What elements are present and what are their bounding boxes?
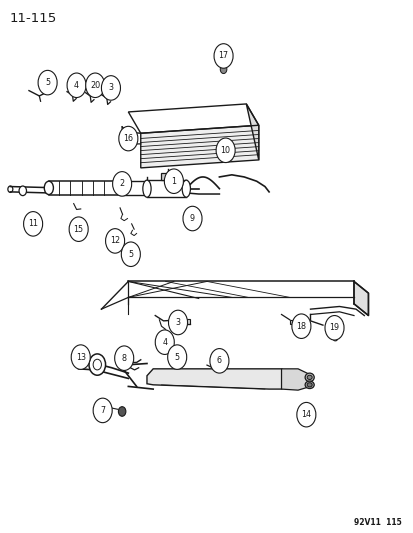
Polygon shape [160, 173, 174, 180]
Text: 12: 12 [110, 237, 120, 245]
Polygon shape [281, 369, 312, 390]
Text: 4: 4 [74, 81, 79, 90]
Ellipse shape [142, 180, 151, 197]
Ellipse shape [182, 180, 190, 197]
Text: 15: 15 [74, 225, 83, 233]
Ellipse shape [44, 181, 53, 195]
Circle shape [38, 70, 57, 95]
Text: 18: 18 [296, 322, 306, 330]
Text: 4: 4 [162, 338, 167, 346]
Text: 16: 16 [123, 134, 133, 143]
Ellipse shape [304, 381, 313, 389]
Circle shape [118, 407, 126, 416]
Circle shape [155, 330, 174, 354]
Polygon shape [147, 369, 289, 389]
Text: 11: 11 [28, 220, 38, 228]
Circle shape [121, 242, 140, 266]
Ellipse shape [306, 375, 311, 379]
Text: 14: 14 [301, 410, 311, 419]
Text: 2: 2 [119, 180, 124, 188]
Circle shape [101, 76, 120, 100]
Circle shape [214, 44, 233, 68]
Circle shape [220, 65, 226, 74]
Ellipse shape [163, 342, 168, 346]
Ellipse shape [115, 181, 124, 195]
Circle shape [324, 316, 343, 340]
Ellipse shape [174, 355, 178, 359]
Circle shape [105, 229, 124, 253]
Circle shape [168, 310, 187, 335]
Circle shape [19, 186, 26, 196]
Text: 5: 5 [128, 250, 133, 259]
Text: 8: 8 [121, 354, 126, 362]
Ellipse shape [332, 337, 337, 341]
Ellipse shape [304, 373, 313, 382]
Circle shape [89, 354, 105, 375]
Circle shape [112, 172, 131, 196]
Circle shape [183, 206, 202, 231]
Circle shape [167, 345, 186, 369]
Circle shape [126, 139, 130, 144]
Circle shape [67, 73, 86, 98]
Text: 17: 17 [218, 52, 228, 60]
Circle shape [216, 138, 235, 163]
Circle shape [123, 135, 133, 148]
Text: 9: 9 [190, 214, 195, 223]
Circle shape [119, 126, 138, 151]
Text: 5: 5 [45, 78, 50, 87]
Circle shape [209, 349, 228, 373]
Text: 5: 5 [174, 353, 179, 361]
Circle shape [114, 346, 133, 370]
Text: 20: 20 [90, 81, 100, 90]
Text: 3: 3 [108, 84, 113, 92]
Circle shape [296, 402, 315, 427]
Circle shape [24, 212, 43, 236]
Circle shape [93, 398, 112, 423]
Text: 11-115: 11-115 [9, 12, 56, 25]
Polygon shape [178, 319, 190, 324]
Ellipse shape [306, 383, 311, 387]
Circle shape [85, 73, 104, 98]
Circle shape [164, 169, 183, 193]
Polygon shape [289, 320, 304, 324]
Text: 1: 1 [171, 177, 176, 185]
Polygon shape [353, 281, 368, 316]
Text: 7: 7 [100, 406, 105, 415]
Polygon shape [140, 125, 258, 168]
Circle shape [69, 217, 88, 241]
Text: 6: 6 [216, 357, 221, 365]
Circle shape [71, 345, 90, 369]
Ellipse shape [8, 186, 13, 192]
Text: 3: 3 [175, 318, 180, 327]
Text: 13: 13 [76, 353, 85, 361]
Text: 19: 19 [329, 324, 339, 332]
Text: 92V11  115: 92V11 115 [353, 518, 401, 527]
Circle shape [291, 314, 310, 338]
Text: 10: 10 [220, 146, 230, 155]
Polygon shape [246, 104, 258, 160]
